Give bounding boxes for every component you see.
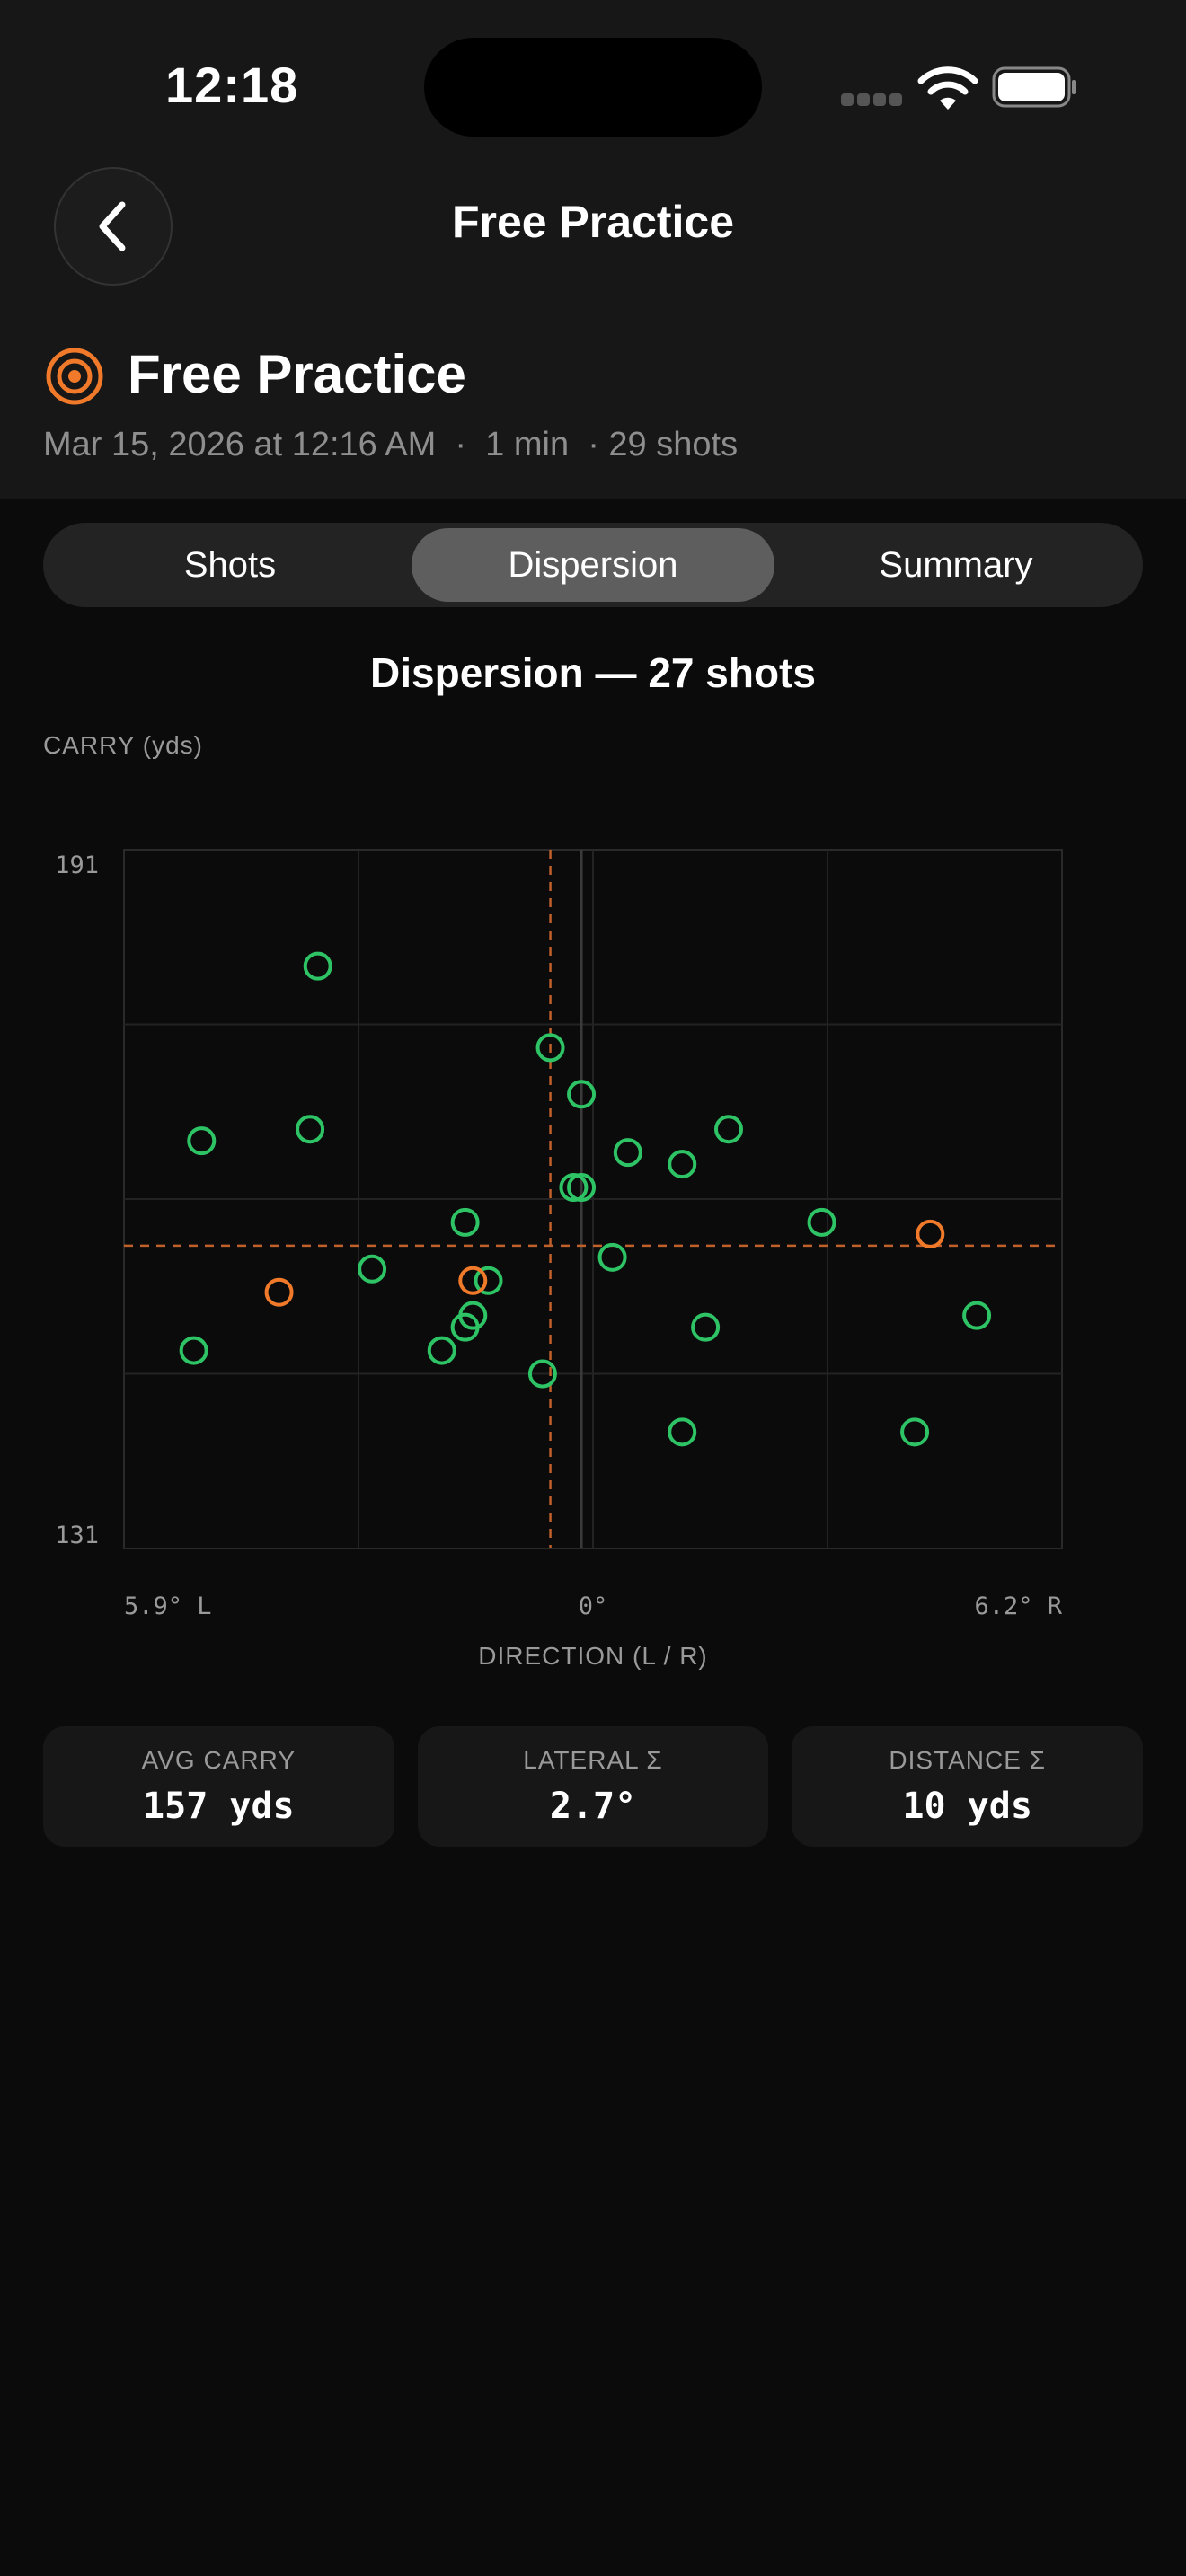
y-tick-top: 191 bbox=[55, 851, 99, 879]
shot-point bbox=[474, 1266, 503, 1295]
cellular-signal-icon bbox=[841, 93, 902, 108]
stat-label: LATERAL Σ bbox=[523, 1746, 663, 1774]
shot-point bbox=[450, 1207, 480, 1237]
shot-point bbox=[303, 951, 332, 981]
x-axis-title: DIRECTION (L / R) bbox=[478, 1642, 708, 1670]
wifi-icon bbox=[917, 66, 978, 110]
stat-label: DISTANCE Σ bbox=[889, 1746, 1046, 1774]
shot-point bbox=[567, 1080, 597, 1109]
tab-bar: Shots Dispersion Summary bbox=[43, 523, 1143, 607]
stat-label: AVG CARRY bbox=[141, 1746, 296, 1774]
battery-icon bbox=[992, 66, 1076, 108]
stat-avg-carry: AVG CARRY 157 yds bbox=[43, 1726, 394, 1847]
tab-shots[interactable]: Shots bbox=[183, 544, 277, 585]
tab-dispersion[interactable]: Dispersion bbox=[412, 528, 774, 602]
shot-point bbox=[668, 1150, 697, 1179]
shot-points bbox=[179, 951, 992, 1447]
y-axis-title: CARRY (yds) bbox=[43, 731, 204, 759]
target-icon bbox=[46, 348, 103, 405]
status-time: 12:18 bbox=[165, 57, 299, 113]
shot-point bbox=[691, 1312, 721, 1342]
shot-point bbox=[900, 1417, 930, 1447]
shot-point bbox=[358, 1254, 387, 1284]
grid-lines bbox=[124, 850, 1062, 1548]
x-tick-center: 0° bbox=[579, 1592, 608, 1620]
shot-point bbox=[807, 1207, 836, 1237]
shot-point bbox=[668, 1417, 697, 1447]
shot-point-miss bbox=[458, 1266, 488, 1295]
session-title: Free Practice bbox=[128, 344, 466, 404]
y-tick-bottom: 131 bbox=[55, 1522, 99, 1549]
dynamic-island bbox=[424, 38, 762, 137]
dispersion-chart: 191 131 5.9° L 0° 6.2° R bbox=[55, 849, 1063, 1620]
shot-point-miss bbox=[916, 1219, 945, 1248]
shot-point bbox=[187, 1126, 217, 1156]
stat-distance-sigma: DISTANCE Σ 10 yds bbox=[792, 1726, 1144, 1847]
nav-title: Free Practice bbox=[451, 197, 735, 247]
shot-point bbox=[567, 1173, 597, 1203]
chart-title: Dispersion — 27 shots bbox=[370, 649, 816, 696]
shot-point bbox=[535, 1033, 565, 1063]
tab-summary[interactable]: Summary bbox=[879, 544, 1033, 585]
session-meta: Mar 15, 2026 at 12:16 AM · 1 min · 29 sh… bbox=[43, 426, 739, 463]
shot-point bbox=[962, 1301, 992, 1330]
shot-point bbox=[559, 1173, 589, 1203]
stat-value: 157 yds bbox=[143, 1786, 295, 1827]
shot-point bbox=[613, 1138, 642, 1168]
chevron-left-icon bbox=[99, 201, 126, 251]
shot-point bbox=[597, 1242, 627, 1272]
x-tick-left: 5.9° L bbox=[124, 1592, 212, 1620]
shot-point bbox=[450, 1312, 480, 1342]
stat-lateral-sigma: LATERAL Σ 2.7° bbox=[417, 1726, 769, 1847]
shot-point bbox=[713, 1115, 743, 1144]
shot-point bbox=[179, 1336, 208, 1365]
shot-point bbox=[527, 1359, 557, 1389]
shot-point-miss bbox=[264, 1277, 294, 1307]
stat-value: 10 yds bbox=[902, 1786, 1032, 1827]
shot-point bbox=[296, 1115, 325, 1144]
back-button[interactable] bbox=[54, 167, 173, 286]
x-tick-right: 6.2° R bbox=[974, 1592, 1062, 1620]
stat-value: 2.7° bbox=[549, 1786, 637, 1827]
shot-point bbox=[427, 1336, 456, 1365]
stats-row: AVG CARRY 157 yds LATERAL Σ 2.7° DISTANC… bbox=[43, 1726, 1144, 1847]
